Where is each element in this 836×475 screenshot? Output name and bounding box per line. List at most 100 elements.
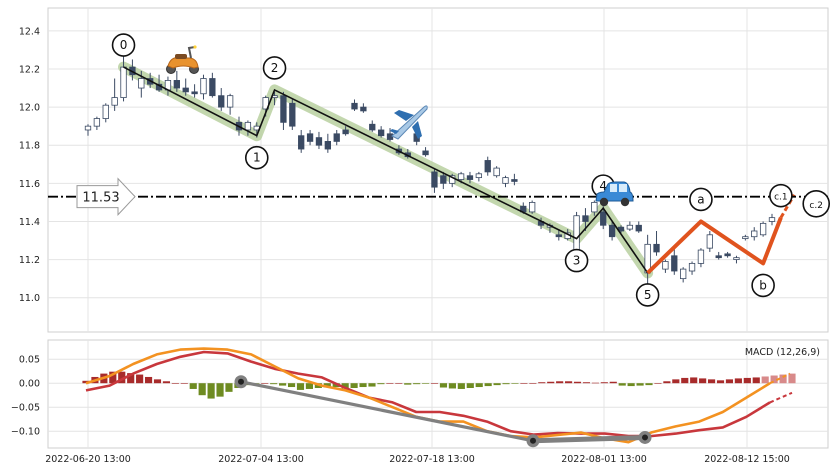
wave-marker-circle — [751, 273, 775, 298]
candle-body — [768, 217, 776, 222]
histogram-bar — [216, 383, 224, 397]
candle-body — [369, 123, 376, 131]
candle-body — [280, 95, 287, 123]
candle-body — [111, 97, 118, 106]
histogram-bar — [493, 383, 501, 386]
x-tick-label: 2022-07-18 13:00 — [389, 454, 475, 465]
wave-marker-label: 1 — [253, 151, 261, 165]
macd-panel — [47, 339, 829, 449]
wave-marker-circle — [635, 283, 660, 307]
macd-histogram — [82, 371, 796, 399]
histogram-bar — [752, 377, 760, 384]
candle-body — [440, 175, 447, 184]
candle-body — [324, 141, 331, 150]
y-tick-label: −0.05 — [11, 403, 40, 414]
candle-body — [138, 78, 145, 89]
divergence-point-core — [238, 378, 244, 385]
histogram-bar — [377, 383, 385, 385]
histogram-bar — [395, 383, 403, 384]
candle-body — [662, 261, 669, 270]
x-ticks: 2022-06-20 13:00 2022-07-04 13:00 2022-07-… — [45, 454, 790, 465]
histogram-bar — [386, 383, 394, 384]
candle-body — [759, 222, 767, 236]
wave-marker-label: a — [697, 192, 704, 206]
histogram-bar — [699, 378, 707, 384]
histogram-bar — [591, 382, 599, 384]
candle-body — [582, 215, 589, 222]
histogram-bar — [600, 382, 608, 384]
x-tick-label: 2022-08-01 13:00 — [561, 454, 647, 465]
wave-marker-circle — [244, 145, 269, 170]
candle-body — [209, 78, 216, 97]
macd-label: MACD (12,26,9) — [745, 347, 820, 358]
histogram-bar — [779, 374, 787, 384]
wave-lines — [123, 66, 796, 275]
histogram-bar — [270, 383, 278, 385]
y-tick-label: 11.2 — [19, 255, 40, 266]
candle-body — [671, 255, 678, 272]
histogram-bar — [296, 383, 305, 390]
histogram-bar — [502, 383, 510, 385]
histogram-bar — [189, 383, 197, 389]
histogram-bar — [171, 383, 179, 384]
candle-body — [226, 95, 234, 108]
divergence-point-core — [642, 434, 648, 441]
candle-body — [218, 95, 225, 108]
histogram-bar — [681, 377, 689, 384]
y-tick-label: 11.8 — [19, 141, 40, 152]
candle-body — [600, 211, 607, 226]
histogram-bar — [109, 371, 117, 384]
macd-y-ticks: 0.05 0.00 −0.05 −0.10 — [11, 355, 40, 438]
candle-body — [342, 129, 349, 135]
histogram-bar — [162, 381, 171, 384]
divergence-lines — [234, 375, 652, 448]
y-tick-label: 11.4 — [19, 217, 40, 228]
candle-body — [102, 104, 109, 119]
candle-body — [742, 236, 749, 240]
candle-body — [591, 201, 598, 213]
histogram-bar — [609, 381, 617, 384]
candle-body — [333, 133, 340, 142]
histogram-bar — [144, 376, 153, 384]
impulse-wave-line — [123, 66, 649, 274]
histogram-bar — [118, 371, 126, 384]
candle-body — [680, 268, 687, 280]
histogram-bar — [707, 379, 716, 384]
wave-marker-circle — [262, 56, 287, 80]
candle-body — [653, 243, 660, 253]
macd-projection — [769, 372, 791, 385]
candle-body — [626, 224, 634, 230]
wave-marker-label: c.2 — [809, 201, 823, 211]
candle-body — [173, 80, 180, 89]
candle-body — [724, 253, 731, 257]
histogram-bar — [448, 383, 456, 389]
candle-body — [493, 167, 500, 177]
candle-body — [635, 224, 642, 232]
histogram-bar — [761, 376, 769, 384]
price-y-ticks: 11.0 11.2 11.4 11.6 11.8 12.0 12.2 12.4 — [19, 26, 40, 304]
histogram-bar — [439, 383, 448, 388]
projected-wave-line — [779, 194, 796, 219]
candle-body — [360, 106, 367, 112]
histogram-bar — [287, 383, 296, 388]
candle-body — [120, 66, 127, 98]
candle-body — [377, 129, 385, 137]
candle-body — [315, 137, 323, 146]
histogram-bar — [663, 381, 671, 384]
histogram-bar — [582, 382, 591, 384]
candle-body — [466, 175, 474, 180]
histogram-bar — [538, 382, 546, 384]
candle-body — [262, 97, 269, 110]
x-tick-label: 2022-06-20 13:00 — [45, 454, 131, 465]
histogram-bar — [413, 383, 421, 385]
candle-body — [529, 201, 536, 213]
histogram-bar — [323, 383, 331, 388]
y-tick-label: −0.10 — [11, 427, 40, 438]
histogram-bar — [198, 383, 206, 396]
histogram-bar — [422, 383, 430, 384]
signal-line — [85, 350, 771, 438]
candle-body — [298, 135, 305, 150]
histogram-bar — [627, 383, 635, 387]
